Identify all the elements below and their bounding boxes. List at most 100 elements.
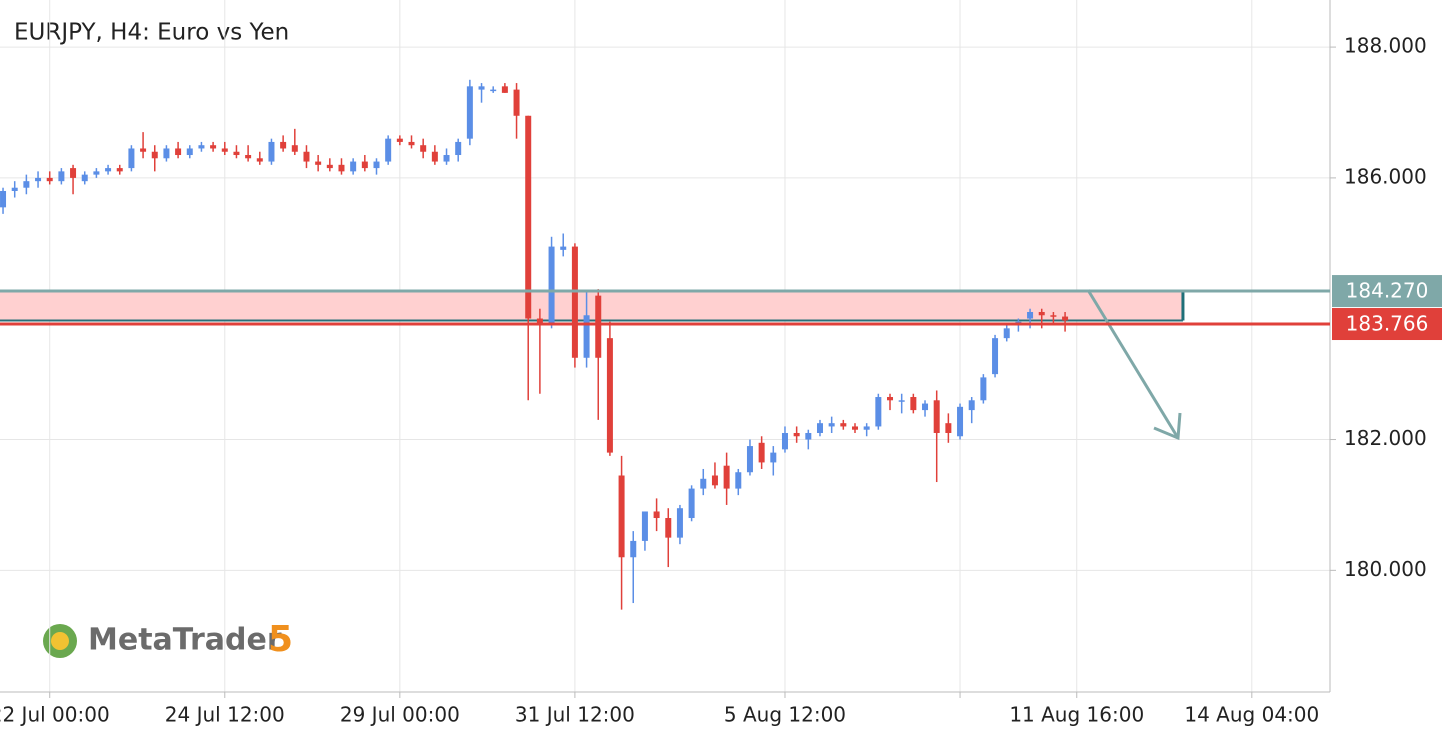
candle-body: [408, 141, 415, 146]
candle-body: [898, 400, 905, 402]
price-label-box: [1332, 275, 1442, 308]
candle-body: [11, 187, 18, 191]
x-tick-label: 14 Aug 04:00: [1184, 703, 1319, 727]
candle-body: [466, 86, 473, 139]
candle-body: [455, 141, 462, 156]
candle-body: [571, 246, 578, 358]
candle-body: [606, 338, 613, 453]
candle-body: [1062, 316, 1069, 321]
candle-body: [758, 442, 765, 463]
candle-body: [431, 151, 438, 162]
candle-body: [525, 115, 532, 319]
candle-body: [396, 138, 403, 142]
candle-body: [350, 161, 357, 172]
candle-body: [373, 161, 380, 169]
candle-body: [140, 148, 147, 152]
candle-body: [700, 478, 707, 489]
y-tick-label: 186.000: [1344, 164, 1427, 188]
candle-body: [1050, 315, 1057, 317]
y-tick-label: 188.000: [1344, 34, 1427, 58]
candle-body: [303, 151, 310, 162]
candle-body: [875, 397, 882, 427]
candle-body: [128, 148, 135, 169]
plot: 180.000 182.000 186.000 188.000 22 Jul 00:00…: [0, 0, 1427, 727]
candle-body: [583, 315, 590, 358]
candle-body: [630, 540, 637, 558]
candle-body: [711, 475, 718, 486]
candle-body: [665, 518, 672, 538]
logo-icon: [51, 632, 69, 650]
candle-body: [338, 164, 345, 172]
candle-body: [770, 452, 777, 463]
candle-body: [443, 155, 450, 162]
candle-body: [35, 177, 42, 182]
candle-body: [887, 397, 894, 401]
candle-body: [781, 432, 788, 450]
candle-body: [175, 148, 182, 156]
candle-body: [81, 174, 88, 182]
x-tick-label: 24 Jul 12:00: [165, 703, 285, 727]
candle-body: [233, 151, 240, 156]
candle-body: [268, 141, 275, 162]
candle-body: [863, 426, 870, 430]
candle-body: [361, 161, 368, 169]
candle-body: [910, 397, 917, 411]
candle-body: [93, 171, 100, 175]
candle-body: [816, 423, 823, 433]
zone: [0, 291, 1183, 321]
candle-body: [676, 508, 683, 538]
candle-body: [560, 246, 567, 250]
x-tick-label: 29 Jul 00:00: [340, 703, 460, 727]
candle-body: [852, 426, 858, 430]
candle-body: [957, 406, 964, 437]
logo-version: 5: [268, 619, 293, 660]
price-label-box: [1332, 308, 1442, 341]
y-tick-label: 182.000: [1344, 426, 1427, 450]
candle-body: [548, 246, 555, 326]
candle-body: [245, 155, 252, 159]
candle-body: [945, 423, 952, 433]
candle-body: [536, 318, 543, 326]
logo-text: MetaTrader: [88, 623, 282, 658]
y-tick-label: 180.000: [1344, 557, 1427, 581]
candle-body: [595, 295, 602, 358]
candle-body: [922, 403, 929, 411]
candle-body: [0, 190, 7, 208]
candle-body: [1003, 328, 1010, 339]
candle-body: [992, 338, 999, 375]
candle-body: [618, 475, 625, 558]
price-label: 184.270: [1346, 279, 1429, 303]
candle-body: [105, 168, 112, 172]
candle-body: [186, 148, 193, 156]
watermark: MetaTrader 5: [43, 619, 293, 660]
x-tick-label: 31 Jul 12:00: [515, 703, 635, 727]
candle-body: [151, 151, 158, 159]
candle-body: [746, 446, 753, 473]
candle-body: [478, 86, 485, 90]
candle-body: [221, 148, 228, 152]
arrow: [1086, 289, 1180, 439]
candle-body: [163, 148, 170, 159]
candle-body: [70, 168, 77, 178]
x-tick-label: 5 Aug 12:00: [724, 703, 846, 727]
candle-body: [420, 145, 427, 152]
candle-body: [46, 177, 53, 182]
candle-body: [513, 89, 520, 116]
candle-body: [735, 472, 742, 489]
candle-body: [1027, 311, 1034, 319]
candle-body: [723, 465, 730, 489]
arrow-head: [1153, 412, 1182, 441]
candle-body: [291, 145, 298, 152]
candle-body: [980, 377, 987, 401]
candle-body: [256, 158, 263, 162]
candle-body: [688, 488, 695, 519]
candle-body: [501, 86, 508, 93]
candle-body: [793, 432, 800, 437]
candle-body: [828, 423, 835, 427]
candle-body: [58, 171, 65, 182]
candle-body: [653, 511, 660, 519]
candle-body: [840, 423, 847, 427]
price-label: 183.766: [1346, 312, 1429, 336]
candle-body: [805, 432, 812, 440]
